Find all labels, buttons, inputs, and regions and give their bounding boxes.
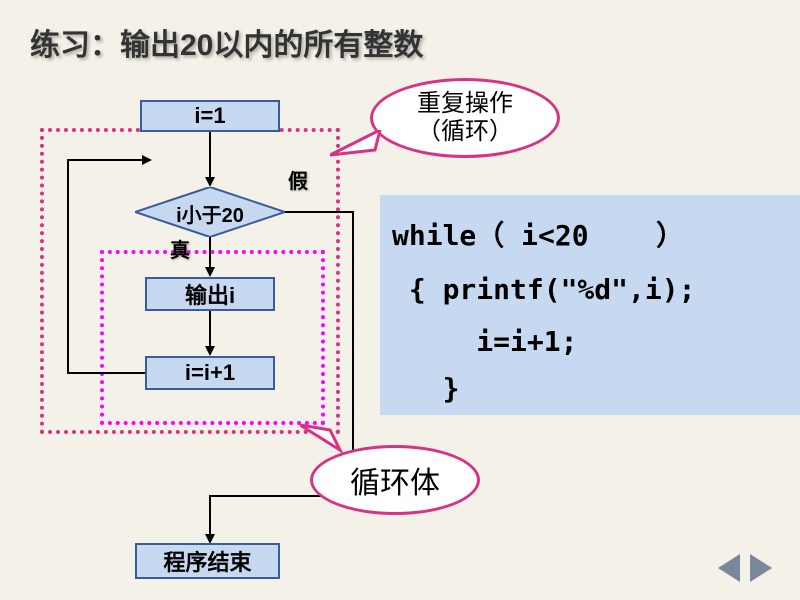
- output-box: 输出i: [145, 277, 275, 311]
- callout-body-tail: [300, 420, 350, 460]
- nav-next-icon[interactable]: [750, 554, 772, 582]
- callout-loop-tail: [330, 130, 390, 165]
- code-line4: }: [392, 366, 788, 412]
- code-line1: while（ i<20 ）: [392, 213, 788, 259]
- arrow-cond-to-output: [202, 237, 218, 277]
- code-line2: { printf("%d",i);: [392, 267, 788, 313]
- arrow-false-to-end: [142, 494, 357, 544]
- nav-prev-icon[interactable]: [718, 554, 740, 582]
- callout-loop-line2: （循环）: [417, 118, 513, 146]
- true-label: 真: [170, 234, 190, 263]
- arrow-output-to-incr: [202, 311, 218, 356]
- callout-loop: 重复操作 （循环）: [370, 78, 560, 158]
- callout-body-text: 循环体: [350, 458, 440, 502]
- end-box: 程序结束: [135, 543, 280, 579]
- callout-loop-line1: 重复操作: [417, 90, 513, 118]
- arrow-loopback: [58, 150, 158, 390]
- code-block: while（ i<20 ） { printf("%d",i); i=i+1; }: [380, 195, 800, 415]
- code-line3: i=i+1;: [392, 319, 788, 365]
- false-label: 假: [288, 165, 308, 194]
- arrow-init-to-cond: [202, 132, 218, 187]
- increment-box: i=i+1: [145, 356, 275, 390]
- init-box: i=1: [140, 100, 280, 132]
- page-title: 练习：输出20以内的所有整数: [30, 20, 423, 64]
- flowchart: i=1 i小于20 真 假 输出i i=i+1: [40, 100, 370, 580]
